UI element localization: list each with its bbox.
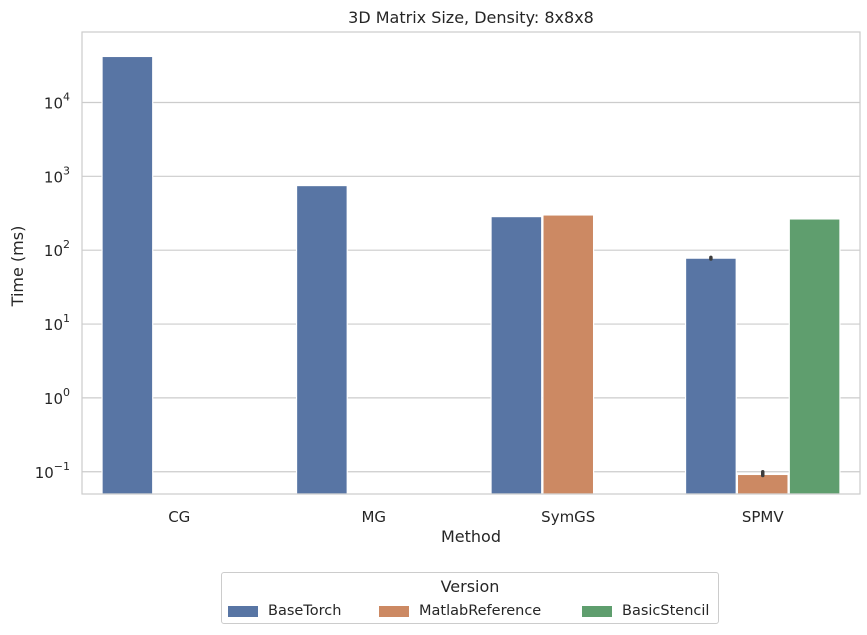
- x-tick-label: CG: [168, 508, 190, 526]
- legend-swatch-matlabreference: [379, 605, 409, 617]
- y-tick-label: 102: [44, 238, 70, 260]
- x-tick-label: SymGS: [541, 508, 595, 526]
- y-axis-label: Time (ms): [8, 226, 27, 308]
- legend-item-basicstencil: BasicStencil: [582, 601, 709, 621]
- y-tick-label: 103: [44, 164, 70, 186]
- bar-basetorch-spmv: [684, 257, 737, 495]
- legend-swatch-basicstencil: [582, 605, 612, 617]
- bar-basetorch-cg: [101, 55, 154, 495]
- y-tick-label: 100: [44, 386, 70, 408]
- legend-label-matlabreference: MatlabReference: [419, 603, 542, 619]
- bar-basetorch-symgs: [490, 215, 543, 495]
- grid-lines: [82, 101, 860, 473]
- x-axis-label: Method: [441, 527, 501, 546]
- bar-basicstencil-spmv: [788, 218, 841, 495]
- chart-title: 3D Matrix Size, Density: 8x8x8: [348, 8, 594, 27]
- x-tick-label: SPMV: [742, 508, 785, 526]
- legend-label-basicstencil: BasicStencil: [622, 603, 710, 619]
- legend: Version BaseTorch MatlabReference BasicS…: [221, 572, 719, 624]
- legend-label-basetorch: BaseTorch: [268, 603, 342, 619]
- plot-frame: [81, 31, 861, 495]
- y-tick-label: 104: [44, 90, 70, 112]
- legend-title: Version: [440, 577, 500, 596]
- legend-item-matlabreference: MatlabReference: [379, 601, 541, 621]
- legend-swatch-basetorch: [228, 605, 258, 617]
- error-bars: [709, 255, 765, 478]
- bar-matlabreference-symgs: [542, 214, 595, 495]
- x-tick-label: MG: [361, 508, 386, 526]
- y-tick-labels: 10−1 100 101 102 103 104: [35, 90, 70, 481]
- y-tick-label: 10−1: [35, 460, 70, 482]
- x-tick-labels: CG MG SymGS SPMV: [168, 508, 784, 526]
- bar-matlabreference-spmv: [736, 473, 789, 495]
- bar-basetorch-mg: [295, 184, 348, 495]
- legend-item-basetorch: BaseTorch: [228, 601, 341, 621]
- bars: [101, 55, 841, 495]
- y-tick-label: 101: [44, 312, 70, 334]
